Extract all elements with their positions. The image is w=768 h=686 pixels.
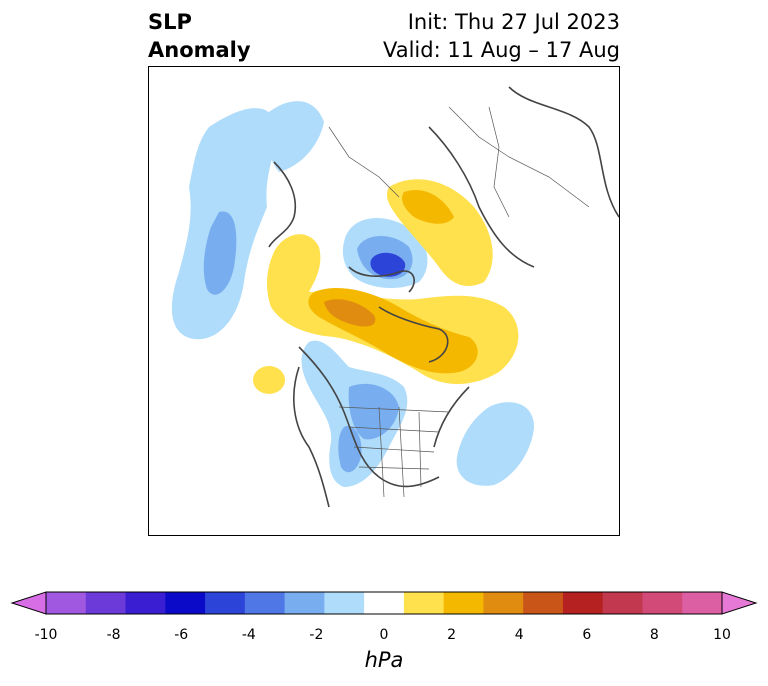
colorbar-label: hPa (364, 648, 404, 672)
colorbar-tick-label: -10 (34, 627, 58, 643)
colorbar-segment (284, 592, 325, 614)
colorbar-segment (403, 592, 445, 614)
colorbar (10, 591, 758, 615)
valid-range: Valid: 11 Aug – 17 Aug (382, 38, 620, 62)
colorbar-tick-label: -8 (106, 627, 121, 643)
colorbar-tick-label: 4 (514, 627, 524, 643)
colorbar-tick-label: -4 (241, 627, 256, 643)
colorbar-tick-label: -6 (174, 627, 189, 643)
anomaly-pos-pacific (253, 366, 285, 394)
colorbar-segment (165, 592, 206, 614)
colorbar-segment (602, 592, 643, 614)
anomaly-neg-europe (265, 101, 324, 172)
colorbar-segment (562, 592, 604, 614)
anomaly-neg-arctic-core (370, 252, 406, 277)
colorbar-segment (205, 592, 246, 614)
colorbar-segment (324, 592, 365, 614)
colorbar-segment (85, 592, 127, 614)
title-variable: SLP (148, 10, 192, 34)
colorbar-segment (443, 592, 484, 614)
colorbar-segment (682, 592, 723, 614)
anomaly-neg-westatlantic (456, 402, 534, 486)
anomaly-neg-us (338, 426, 362, 473)
colorbar-tick-label: 2 (447, 627, 457, 643)
colorbar-segment (523, 592, 564, 614)
colorbar-tick-label: 10 (713, 627, 731, 643)
colorbar-tick-label: 6 (582, 627, 592, 643)
country-borders (328, 106, 590, 498)
anomaly-neg-canada-core (348, 383, 399, 440)
anomaly-neg-atlantic-core (203, 211, 237, 295)
colorbar-tick-label: -2 (309, 627, 324, 643)
map-panel (148, 66, 620, 536)
colorbar-segment (125, 592, 166, 614)
title-variable-sub: Anomaly (148, 38, 251, 62)
colorbar-segment (642, 592, 683, 614)
colorbar-segment (483, 592, 524, 614)
colorbar-extend-low (10, 591, 47, 615)
anomaly-map (171, 86, 619, 508)
title-left: SLP Anomaly (148, 8, 251, 64)
colorbar-tick-label: 8 (649, 627, 659, 643)
colorbar-tick-label: 0 (379, 627, 389, 643)
colorbar-extend-high (721, 591, 758, 615)
anomaly-pos-siberia-core (402, 189, 454, 224)
colorbar-outline (45, 591, 723, 615)
colorbar-segment (364, 592, 405, 614)
title-right: Init: Thu 27 Jul 2023 Valid: 11 Aug – 17… (383, 8, 620, 64)
colorbar-segment (244, 592, 286, 614)
init-date: Init: Thu 27 Jul 2023 (407, 10, 620, 34)
coastlines (268, 86, 619, 508)
anomaly-pos-beaufort-core (324, 299, 376, 327)
colorbar-segment (46, 592, 87, 614)
